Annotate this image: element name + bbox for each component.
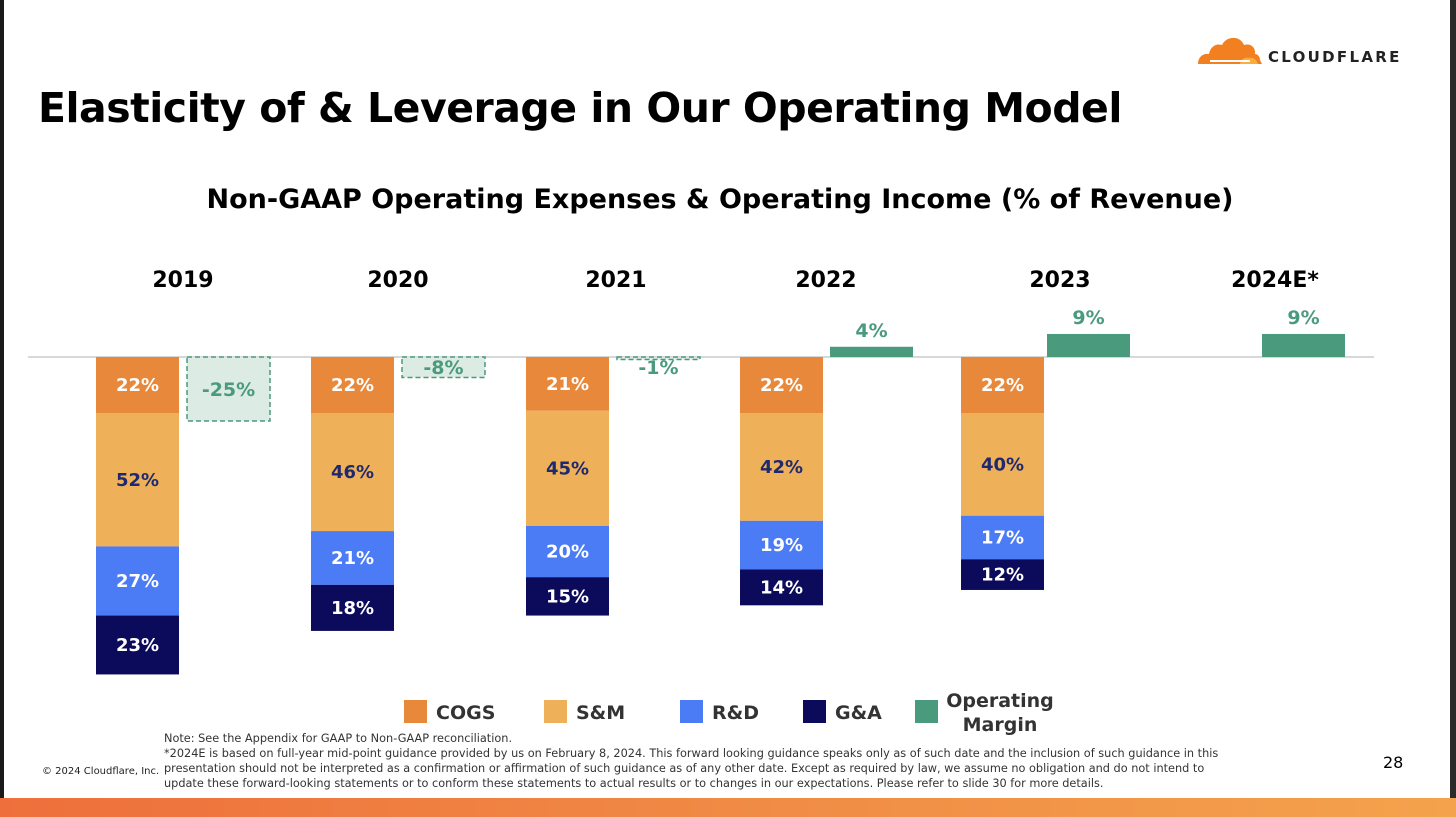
- bar-cogs-2023: [961, 357, 1044, 414]
- footnote: Note: See the Appendix for GAAP to Non-G…: [164, 731, 1234, 791]
- bar-sm-2020: [311, 413, 394, 532]
- window-frame-right: [1450, 0, 1456, 817]
- bar-cogs-2022: [740, 357, 823, 414]
- data-label-rd-2021: 20%: [546, 542, 589, 563]
- data-label-rd-2020: 21%: [331, 548, 374, 569]
- data-label-rd-2022: 19%: [760, 535, 803, 556]
- bar-rd-2021: [526, 525, 609, 578]
- bar-ga-2023: [961, 559, 1044, 590]
- bar-ga-2021: [526, 577, 609, 616]
- copyright: © 2024 Cloudflare, Inc.: [42, 766, 160, 777]
- bottom-accent-bar: [0, 798, 1456, 817]
- data-label-operating-margin-2024e: 9%: [1287, 307, 1319, 329]
- legend-label-om-1: Operating: [946, 690, 1054, 712]
- year-label-2023: 2023: [1029, 268, 1090, 293]
- data-label-ga-2022: 14%: [760, 577, 803, 598]
- data-label-cogs-2019: 22%: [116, 375, 159, 396]
- bar-sm-2023: [961, 413, 1044, 516]
- data-label-cogs-2022: 22%: [760, 375, 803, 396]
- bar-rd-2020: [311, 531, 394, 585]
- data-label-ga-2021: 15%: [546, 586, 589, 607]
- bar-sm-2021: [526, 410, 609, 526]
- bar-cogs-2020: [311, 357, 394, 414]
- page-number: 28: [1383, 753, 1404, 772]
- data-label-sm-2023: 40%: [981, 455, 1024, 476]
- bar-operating-margin-2022: [830, 346, 913, 357]
- legend-label-om-2: Margin: [963, 714, 1038, 736]
- data-label-sm-2022: 42%: [760, 457, 803, 478]
- year-label-2020: 2020: [367, 268, 428, 293]
- footnote-line-1: Note: See the Appendix for GAAP to Non-G…: [164, 732, 513, 745]
- data-label-sm-2020: 46%: [331, 462, 374, 483]
- legend-swatch-rd: [680, 700, 703, 723]
- bar-sm-2022: [740, 413, 823, 521]
- data-label-operating-margin-2019: -25%: [202, 379, 255, 401]
- legend-swatch-ga: [803, 700, 826, 723]
- year-label-2019: 2019: [152, 268, 213, 293]
- bar-operating-margin-2019: [186, 356, 271, 422]
- bar-operating-margin-2020: [401, 356, 486, 379]
- data-label-sm-2019: 52%: [116, 470, 159, 491]
- bar-sm-2019: [96, 413, 179, 547]
- legend-label-cogs: COGS: [436, 702, 495, 724]
- legend-swatch-cogs: [404, 700, 427, 723]
- data-label-cogs-2020: 22%: [331, 375, 374, 396]
- data-label-operating-margin-2020: -8%: [423, 357, 463, 379]
- slide-title: Elasticity of & Leverage in Our Operatin…: [38, 84, 1122, 132]
- data-label-operating-margin-2022: 4%: [855, 320, 887, 342]
- bar-rd-2022: [740, 520, 823, 570]
- data-label-sm-2021: 45%: [546, 458, 589, 479]
- data-label-rd-2023: 17%: [981, 527, 1024, 548]
- data-label-operating-margin-2021: -1%: [638, 357, 678, 379]
- bar-operating-margin-2024e: [1262, 333, 1345, 357]
- cloud-icon: [1198, 37, 1262, 64]
- bar-operating-margin-2021: [616, 356, 701, 361]
- legend-label-ga: G&A: [835, 702, 882, 724]
- data-label-cogs-2021: 21%: [546, 374, 589, 395]
- window-frame-left: [0, 0, 4, 817]
- bar-operating-margin-2023: [1047, 333, 1130, 357]
- data-label-cogs-2023: 22%: [981, 375, 1024, 396]
- logo-wordmark: CLOUDFLARE: [1268, 48, 1402, 66]
- legend-swatch-sm: [544, 700, 567, 723]
- bar-ga-2022: [740, 569, 823, 606]
- year-label-2024e: 2024E*: [1231, 268, 1319, 293]
- bar-ga-2020: [311, 584, 394, 631]
- data-label-ga-2019: 23%: [116, 635, 159, 656]
- bar-cogs-2021: [526, 357, 609, 411]
- legend-label-rd: R&D: [712, 702, 759, 724]
- legend-swatch-om: [915, 700, 938, 723]
- bar-rd-2019: [96, 546, 179, 616]
- data-label-rd-2019: 27%: [116, 571, 159, 592]
- footnote-line-2: *2024E is based on full-year mid-point g…: [164, 747, 1219, 790]
- cloudflare-logo: CLOUDFLARE: [1196, 30, 1411, 70]
- bar-ga-2019: [96, 615, 179, 675]
- data-label-ga-2023: 12%: [981, 565, 1024, 586]
- bar-rd-2023: [961, 515, 1044, 560]
- year-label-2021: 2021: [585, 268, 646, 293]
- chart-title: Non-GAAP Operating Expenses & Operating …: [206, 184, 1234, 215]
- bar-cogs-2019: [96, 357, 179, 414]
- year-label-2022: 2022: [795, 268, 856, 293]
- legend-label-sm: S&M: [576, 702, 625, 724]
- data-label-ga-2020: 18%: [331, 598, 374, 619]
- data-label-operating-margin-2023: 9%: [1072, 307, 1104, 329]
